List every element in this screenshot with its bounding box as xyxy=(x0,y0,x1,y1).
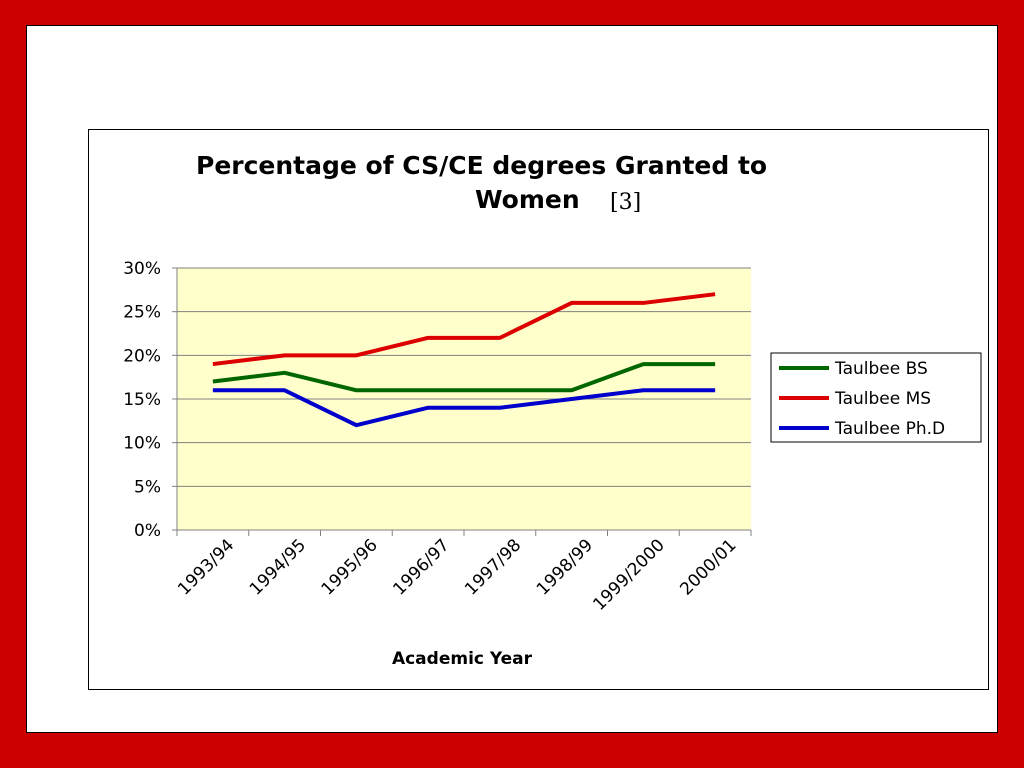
y-tick-label: 25% xyxy=(123,303,161,323)
chart-title-line1: Percentage of CS/CE degrees Granted to xyxy=(196,151,767,180)
x-tick-label: 1994/95 xyxy=(246,535,310,599)
chart-frame: Percentage of CS/CE degrees Granted to W… xyxy=(88,129,989,690)
x-axis-ticks: 1993/94 1994/95 1995/96 1996/97 1997/98 1998/… xyxy=(174,530,752,615)
x-tick-label: 1999/2000 xyxy=(589,535,668,614)
y-tick-label: 5% xyxy=(134,477,161,497)
legend: Taulbee BS Taulbee MS Taulbee Ph.D xyxy=(770,352,982,443)
series-line-taulbee-bs xyxy=(212,362,716,393)
y-tick-label: 20% xyxy=(123,346,161,366)
slide: Percentage of CS/CE degrees Granted to W… xyxy=(26,25,998,733)
legend-label: Taulbee BS xyxy=(834,359,928,379)
y-axis-ticks: 0% 5% 10% 15% 20% 25% 30% xyxy=(123,259,177,541)
y-tick-label: 15% xyxy=(123,390,161,410)
x-tick-label: 1993/94 xyxy=(174,535,238,599)
chart-title-reference: [3] xyxy=(610,190,641,215)
x-tick-label: 1996/97 xyxy=(389,535,453,599)
x-axis-label: Academic Year xyxy=(392,649,533,669)
y-tick-label: 0% xyxy=(134,521,161,541)
y-tick-label: 10% xyxy=(123,434,161,454)
x-tick-label: 1995/96 xyxy=(318,535,382,599)
x-tick-label: 1997/98 xyxy=(461,535,525,599)
chart-title-line2: Women xyxy=(475,185,580,214)
x-tick-label: 2000/01 xyxy=(676,535,740,599)
legend-label: Taulbee MS xyxy=(834,389,931,409)
series-line-taulbee-ph-d xyxy=(212,388,716,428)
series-lines xyxy=(212,292,716,428)
x-tick-label: 1998/99 xyxy=(533,535,597,599)
line-chart: Percentage of CS/CE degrees Granted to W… xyxy=(123,151,982,669)
y-tick-label: 30% xyxy=(123,259,161,279)
series-line-taulbee-ms xyxy=(212,292,716,367)
legend-label: Taulbee Ph.D xyxy=(834,419,945,439)
